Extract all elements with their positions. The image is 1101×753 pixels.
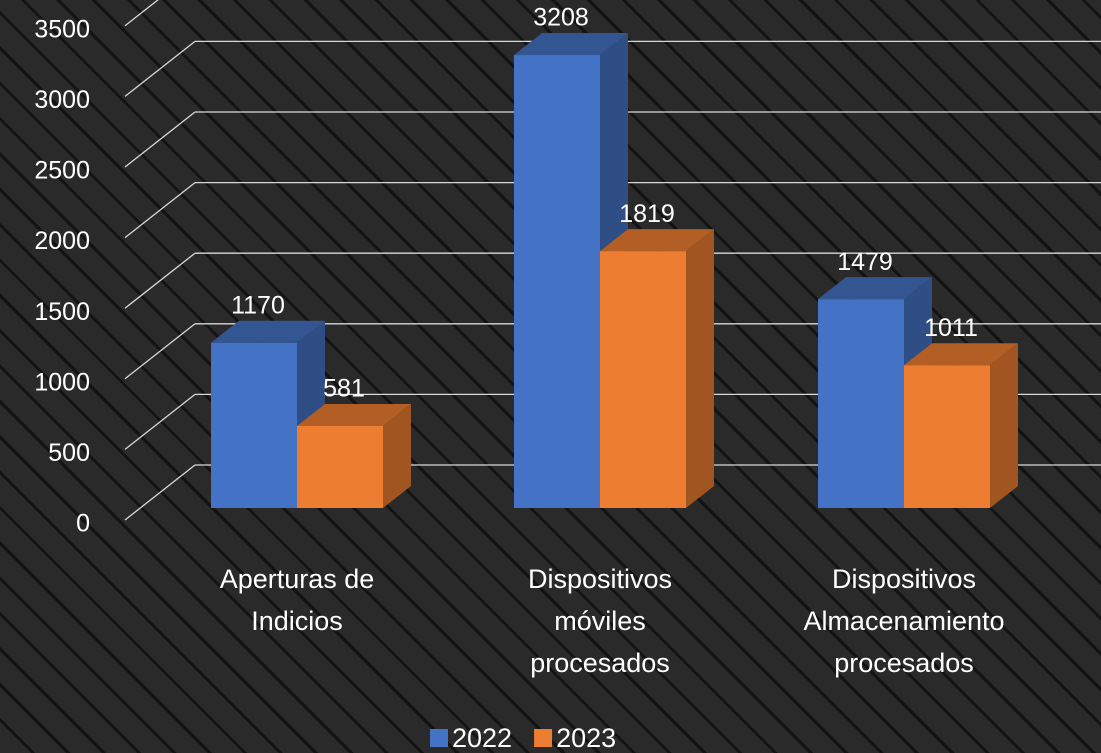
data-label: 1819 — [619, 200, 675, 228]
bar-front — [211, 342, 297, 508]
bar-top — [514, 33, 628, 56]
grid-diagonal — [124, 393, 196, 450]
bar — [514, 33, 628, 509]
bar-front — [904, 365, 990, 508]
y-tick-label: 1000 — [34, 368, 90, 396]
bar-side — [686, 229, 714, 508]
bar-side — [990, 343, 1018, 508]
bar-front — [600, 251, 686, 508]
bar — [297, 403, 411, 508]
y-tick-label: 3000 — [34, 86, 90, 114]
y-tick-label: 0 — [76, 510, 90, 538]
y-tick-label: 2500 — [34, 157, 90, 185]
bar-front — [297, 425, 383, 508]
grid-diagonal — [124, 0, 159, 27]
y-tick-label: 3500 — [34, 15, 90, 43]
bar-top — [297, 403, 411, 426]
bar — [211, 320, 325, 508]
data-label: 3208 — [533, 4, 589, 32]
y-tick-label: 2000 — [34, 227, 90, 255]
data-label: 1011 — [924, 314, 978, 342]
bar-top — [904, 343, 1018, 366]
bar-front — [514, 55, 600, 509]
x-tick-label: Dispositivos Almacenamiento procesados — [803, 564, 1005, 678]
grid-diagonal — [124, 252, 196, 309]
grid-diagonal — [124, 40, 196, 97]
legend-label: 2022 — [452, 723, 512, 753]
data-label: 1479 — [837, 248, 893, 276]
bar — [600, 229, 714, 508]
data-label: 1170 — [231, 291, 285, 319]
x-tick-label: Aperturas de Indicios — [219, 564, 375, 636]
grid-diagonal — [124, 111, 196, 168]
y-tick-label: 500 — [48, 439, 90, 467]
grid-diagonal — [124, 182, 196, 239]
bar — [904, 343, 1018, 508]
y-tick-label: 1500 — [34, 298, 90, 326]
bar-top — [211, 320, 325, 343]
data-label: 581 — [323, 375, 365, 403]
x-tick-label: Dispositivos móviles procesados — [527, 564, 673, 678]
bar-top — [818, 277, 932, 300]
grid-diagonal — [124, 464, 196, 521]
grid-diagonal — [124, 323, 196, 380]
legend-swatch — [430, 729, 448, 747]
bar-front — [818, 299, 904, 508]
legend-swatch — [534, 729, 553, 747]
bar-side — [383, 403, 411, 508]
bar-top — [600, 229, 714, 252]
legend-label: 2023 — [556, 723, 616, 753]
